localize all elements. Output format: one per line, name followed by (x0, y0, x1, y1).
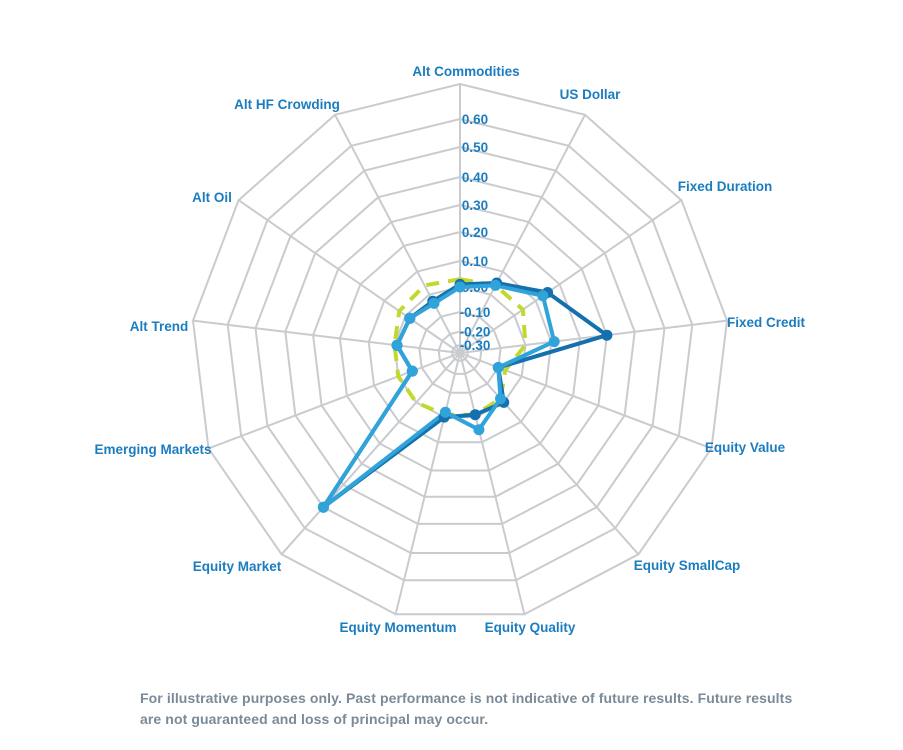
axis-spoke (459, 319, 728, 354)
radial-tick-label: 0.30 (462, 198, 488, 213)
series-dark-blue-marker-3 (601, 329, 613, 341)
series-light-blue-marker-4 (492, 362, 504, 373)
axis-label-equity-value: Equity Value (705, 440, 786, 455)
axis-label-alt-hf-crowding: Alt HF Crowding (234, 97, 340, 112)
radar-chart: 0.600.500.400.300.200.100.00-0.10-0.20-0… (94, 64, 806, 635)
radial-tick-label: 0.40 (462, 170, 488, 185)
series-light-blue-marker-0 (454, 281, 466, 293)
series-light-blue-marker-7 (439, 406, 451, 418)
axis-spoke (394, 352, 461, 615)
grid-ring (226, 117, 694, 582)
axis-label-alt-trend: Alt Trend (130, 319, 189, 334)
axis-label-equity-market: Equity Market (193, 559, 282, 574)
axis-spoke (280, 352, 461, 555)
axis-spoke (459, 114, 586, 354)
series-light-blue-marker-2 (537, 290, 549, 302)
axis-label-equity-smallcap: Equity SmallCap (634, 558, 741, 573)
radial-tick-label: -0.10 (460, 305, 491, 320)
grid-ring (312, 203, 608, 498)
series-light-blue-marker-5 (495, 393, 506, 405)
axis-spoke (459, 199, 682, 354)
series-light-blue-marker-9 (406, 365, 418, 377)
radial-tick-label: 0.20 (462, 225, 488, 240)
grid-ring (437, 330, 483, 375)
series-light-blue-marker-8 (317, 501, 329, 513)
grid-ring (338, 230, 582, 472)
disclaimer-text: For illustrative purposes only. Past per… (140, 690, 793, 727)
series-light-blue-marker-10 (391, 339, 403, 351)
axis-label-alt-oil: Alt Oil (192, 190, 232, 205)
grid-ring (284, 175, 636, 525)
series-light-blue-marker-12 (428, 297, 440, 309)
axis-label-equity-momentum: Equity Momentum (340, 620, 457, 635)
axis-label-equity-quality: Equity Quality (485, 620, 576, 635)
grid-ring (367, 259, 553, 444)
radar-chart-container: 0.60 0.50 0.40 0.30 0.20 0.10 0.00 -0.10 -0.20 -0… (94, 64, 806, 635)
grid-ring (418, 310, 502, 394)
axis-label-emerging-markets: Emerging Markets (94, 442, 211, 457)
series-dark-blue-marker-6 (469, 409, 481, 421)
axis-spoke (334, 114, 461, 354)
axis-spoke (192, 319, 461, 354)
grid-ring (254, 145, 666, 554)
axis-spoke (459, 352, 526, 615)
radial-tick-label: -0.30 (460, 338, 491, 353)
radial-tick-label: 0.60 (462, 112, 488, 127)
series-light-blue-marker-3 (548, 336, 560, 348)
axis-label-us-dollar: US Dollar (560, 87, 622, 102)
radial-tick-label: 0.10 (462, 254, 488, 269)
axis-spoke (238, 199, 461, 354)
series-light-blue-marker-1 (490, 279, 501, 291)
axis-spoke (459, 352, 640, 555)
radial-tick-label: -0.20 (460, 325, 491, 340)
series-light-blue-marker-6 (473, 424, 485, 436)
axis-spoke (208, 352, 461, 450)
series-dashed-yellow-reference-line (392, 277, 528, 417)
grid-ring (191, 82, 729, 616)
series-light-blue-marker-11 (404, 312, 416, 324)
radial-tick-label: 0.50 (462, 140, 488, 155)
axis-label-alt-commodities: Alt Commodities (412, 64, 519, 79)
axis-label-fixed-duration: Fixed Duration (678, 179, 773, 194)
axis-label-fixed-credit: Fixed Credit (727, 315, 806, 330)
